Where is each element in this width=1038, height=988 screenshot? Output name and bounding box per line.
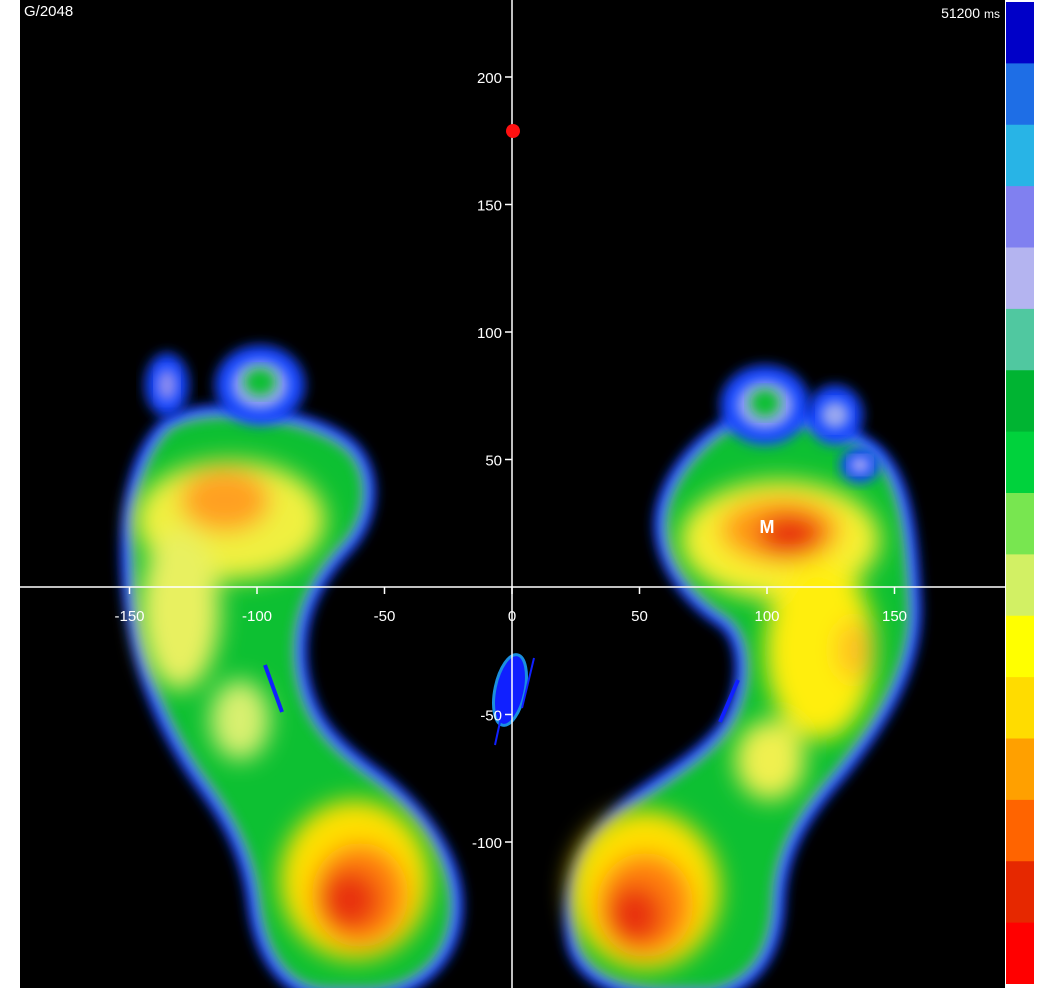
color-scale-band xyxy=(1006,370,1034,433)
time-value: 51200 xyxy=(941,5,980,21)
y-tick-label: -100 xyxy=(472,835,502,852)
color-scale-band xyxy=(1006,799,1034,863)
y-tick-label: 150 xyxy=(477,198,502,215)
gain-label: G/2048 xyxy=(24,3,74,20)
color-scale-band xyxy=(1006,186,1034,249)
time-readout: 51200 ms xyxy=(941,5,1000,22)
x-tick-label: -150 xyxy=(114,608,144,625)
x-tick-label: -100 xyxy=(242,608,272,625)
color-scale-band xyxy=(1006,431,1034,495)
target-point[interactable] xyxy=(506,124,520,138)
foot-marker-label: M xyxy=(760,517,775,537)
left-foot-pressure xyxy=(134,345,450,988)
color-scale-band xyxy=(1006,738,1034,801)
y-tick-label: 50 xyxy=(485,453,502,470)
color-scale-band xyxy=(1006,493,1034,556)
color-scale-bar xyxy=(1006,2,1034,984)
pressure-map-svg: -150 -100 -50 0 50 100 150 200 150 100 50 -50 -100 M xyxy=(20,0,1005,988)
color-scale-band xyxy=(1006,861,1034,924)
x-tick-label: 0 xyxy=(508,608,516,625)
color-scale-band xyxy=(1006,63,1034,126)
y-tick-label: -50 xyxy=(480,708,502,725)
color-scale-band xyxy=(1006,615,1034,679)
x-tick-label: 150 xyxy=(882,608,907,625)
time-unit: ms xyxy=(984,7,1000,21)
color-scale-band xyxy=(1006,922,1034,984)
center-of-pressure xyxy=(263,653,740,746)
x-tick-label: 100 xyxy=(754,608,779,625)
axes: -150 -100 -50 0 50 100 150 200 150 100 50 -50 -100 xyxy=(20,0,1005,988)
color-scale-band xyxy=(1006,554,1034,617)
color-scale-band xyxy=(1006,247,1034,310)
color-scale-band xyxy=(1006,308,1034,372)
y-tick-label: 200 xyxy=(477,70,502,87)
x-tick-label: -50 xyxy=(374,608,396,625)
color-scale-band xyxy=(1006,124,1034,188)
right-foot-pressure xyxy=(570,365,908,988)
color-scale-band xyxy=(1006,2,1034,65)
x-tick-label: 50 xyxy=(631,608,648,625)
pressure-plot[interactable]: -150 -100 -50 0 50 100 150 200 150 100 50 -50 -100 M… xyxy=(20,0,1005,988)
y-tick-label: 100 xyxy=(477,325,502,342)
color-scale-band xyxy=(1006,677,1034,740)
